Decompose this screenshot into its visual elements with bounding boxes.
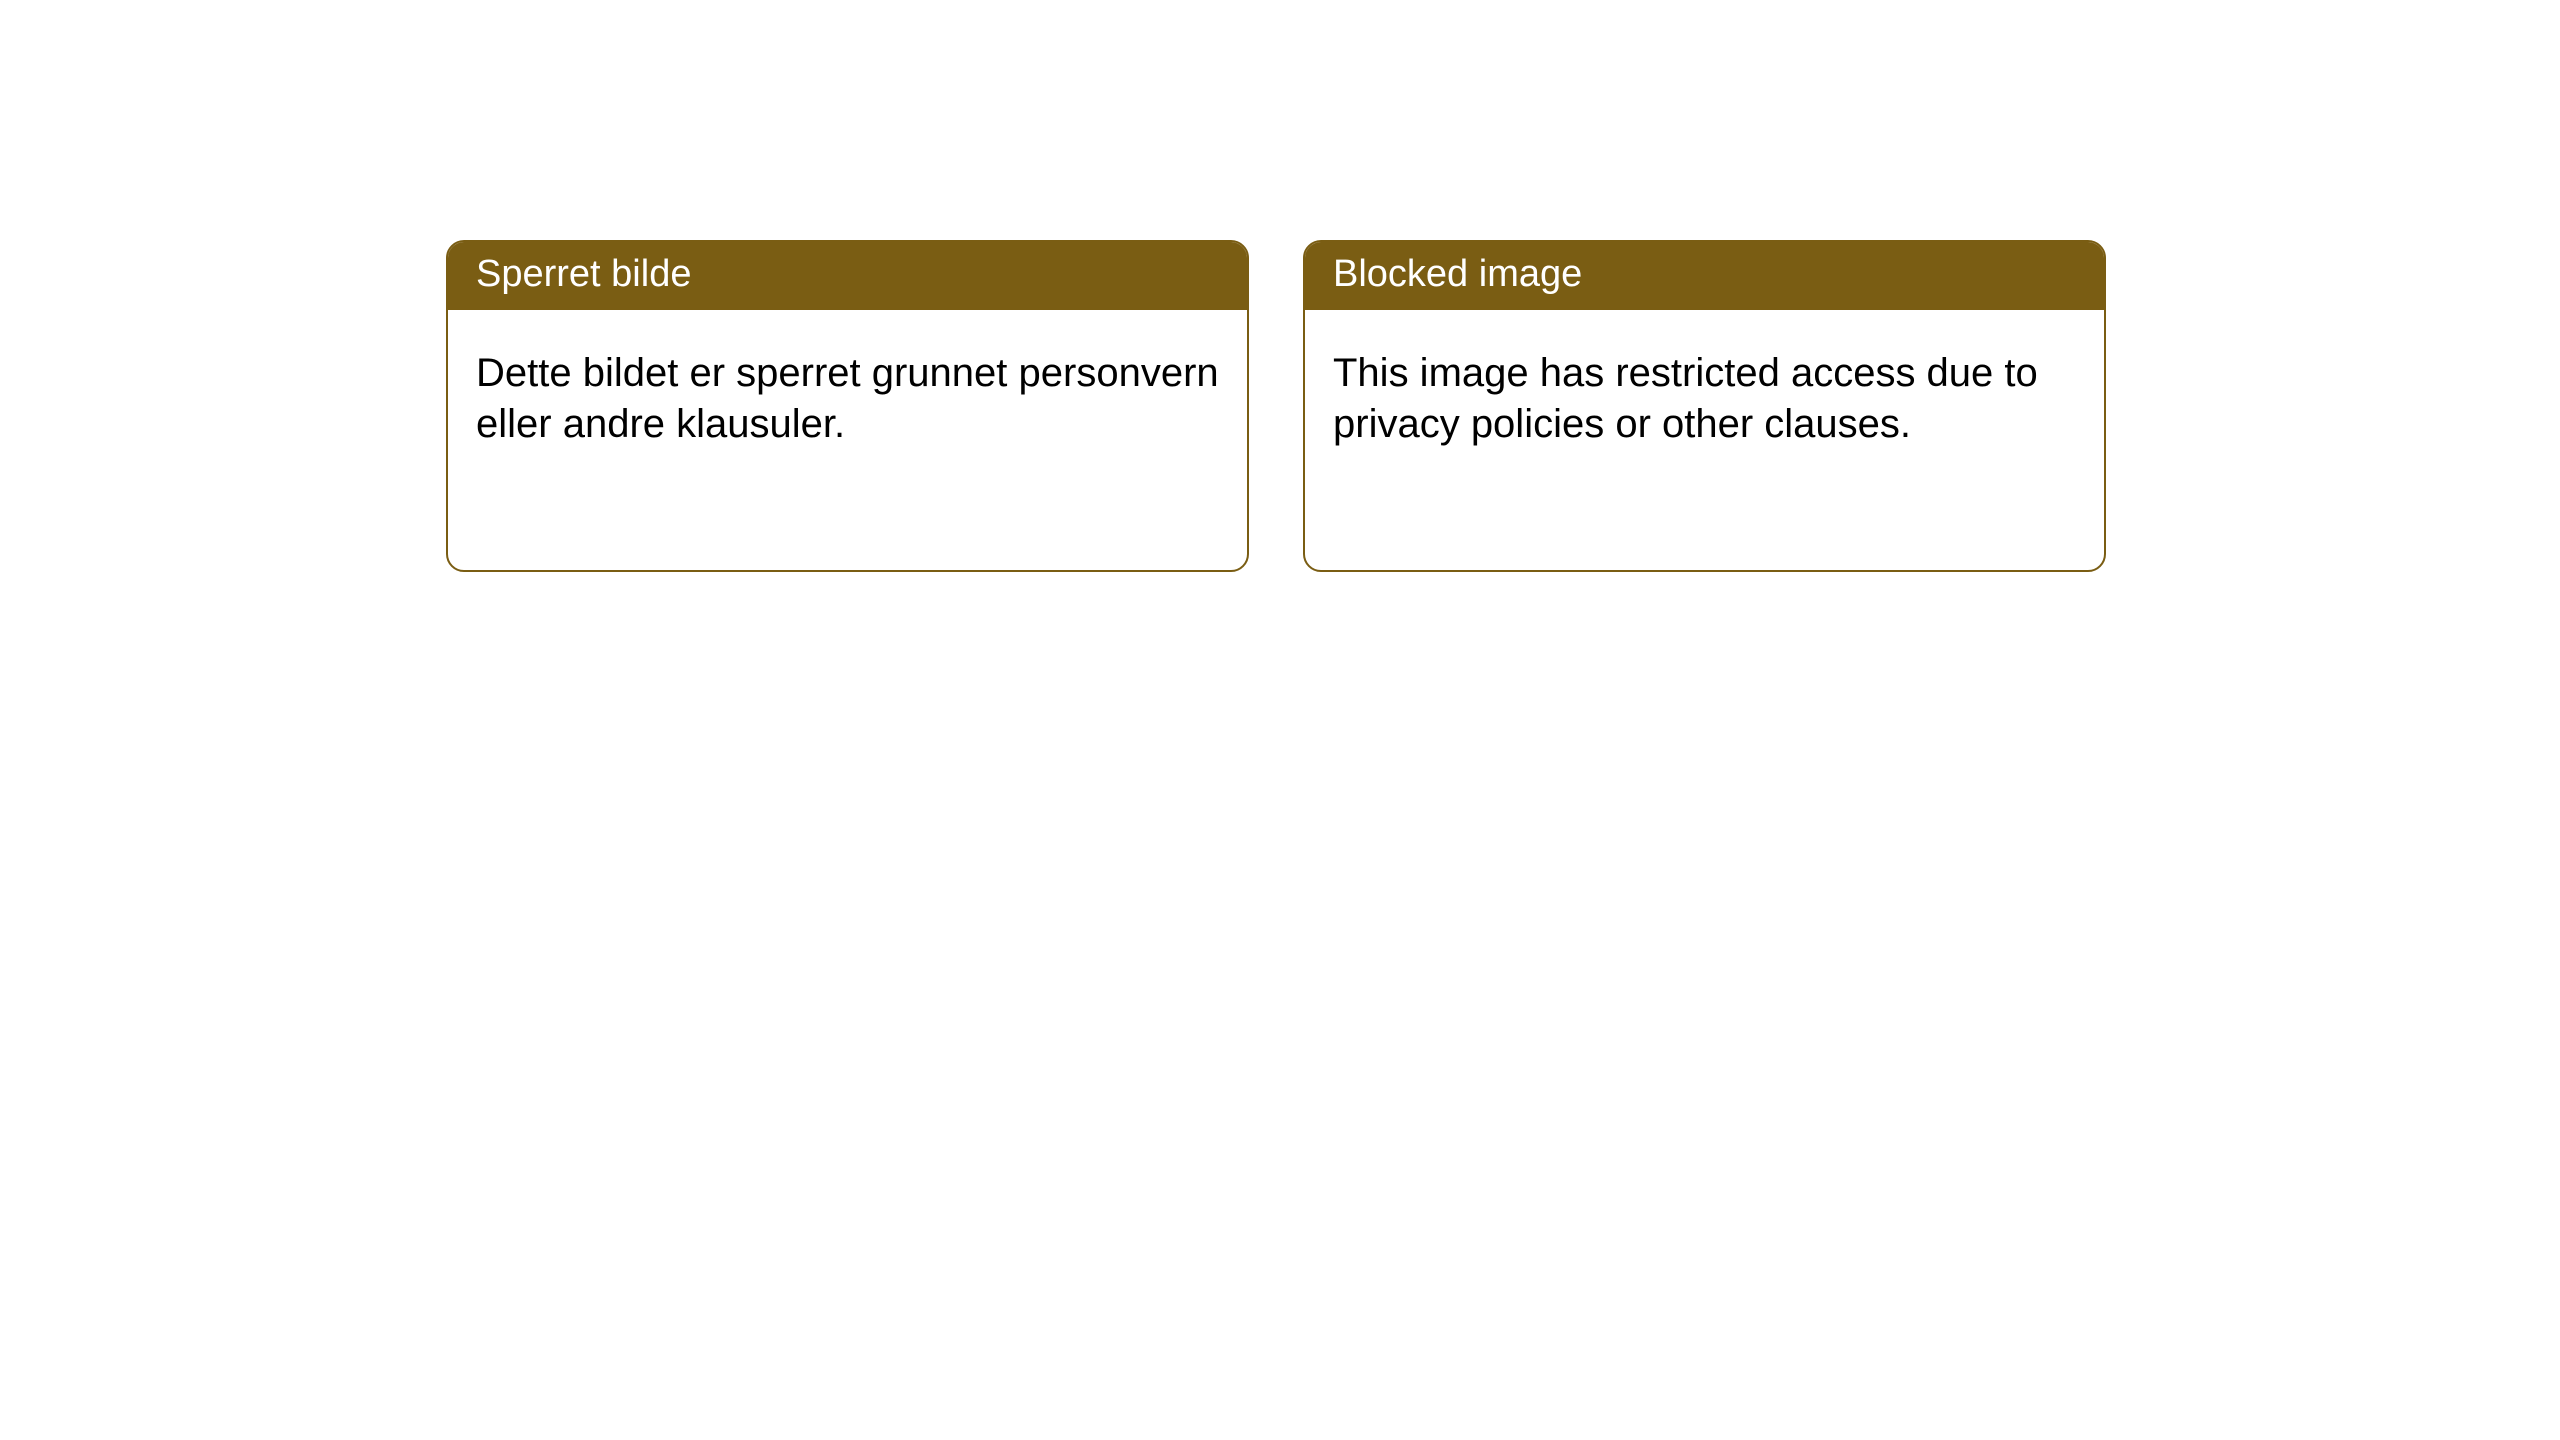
card-body: Dette bildet er sperret grunnet personve… <box>448 310 1247 488</box>
card-body-text: This image has restricted access due to … <box>1333 351 2038 446</box>
card-header: Sperret bilde <box>448 242 1247 310</box>
notice-card-english: Blocked image This image has restricted … <box>1303 240 2106 572</box>
card-body-text: Dette bildet er sperret grunnet personve… <box>476 351 1219 446</box>
card-title: Sperret bilde <box>476 253 691 295</box>
card-body: This image has restricted access due to … <box>1305 310 2104 488</box>
card-title: Blocked image <box>1333 253 1582 295</box>
notice-card-norwegian: Sperret bilde Dette bildet er sperret gr… <box>446 240 1249 572</box>
card-header: Blocked image <box>1305 242 2104 310</box>
cards-container: Sperret bilde Dette bildet er sperret gr… <box>0 0 2560 572</box>
